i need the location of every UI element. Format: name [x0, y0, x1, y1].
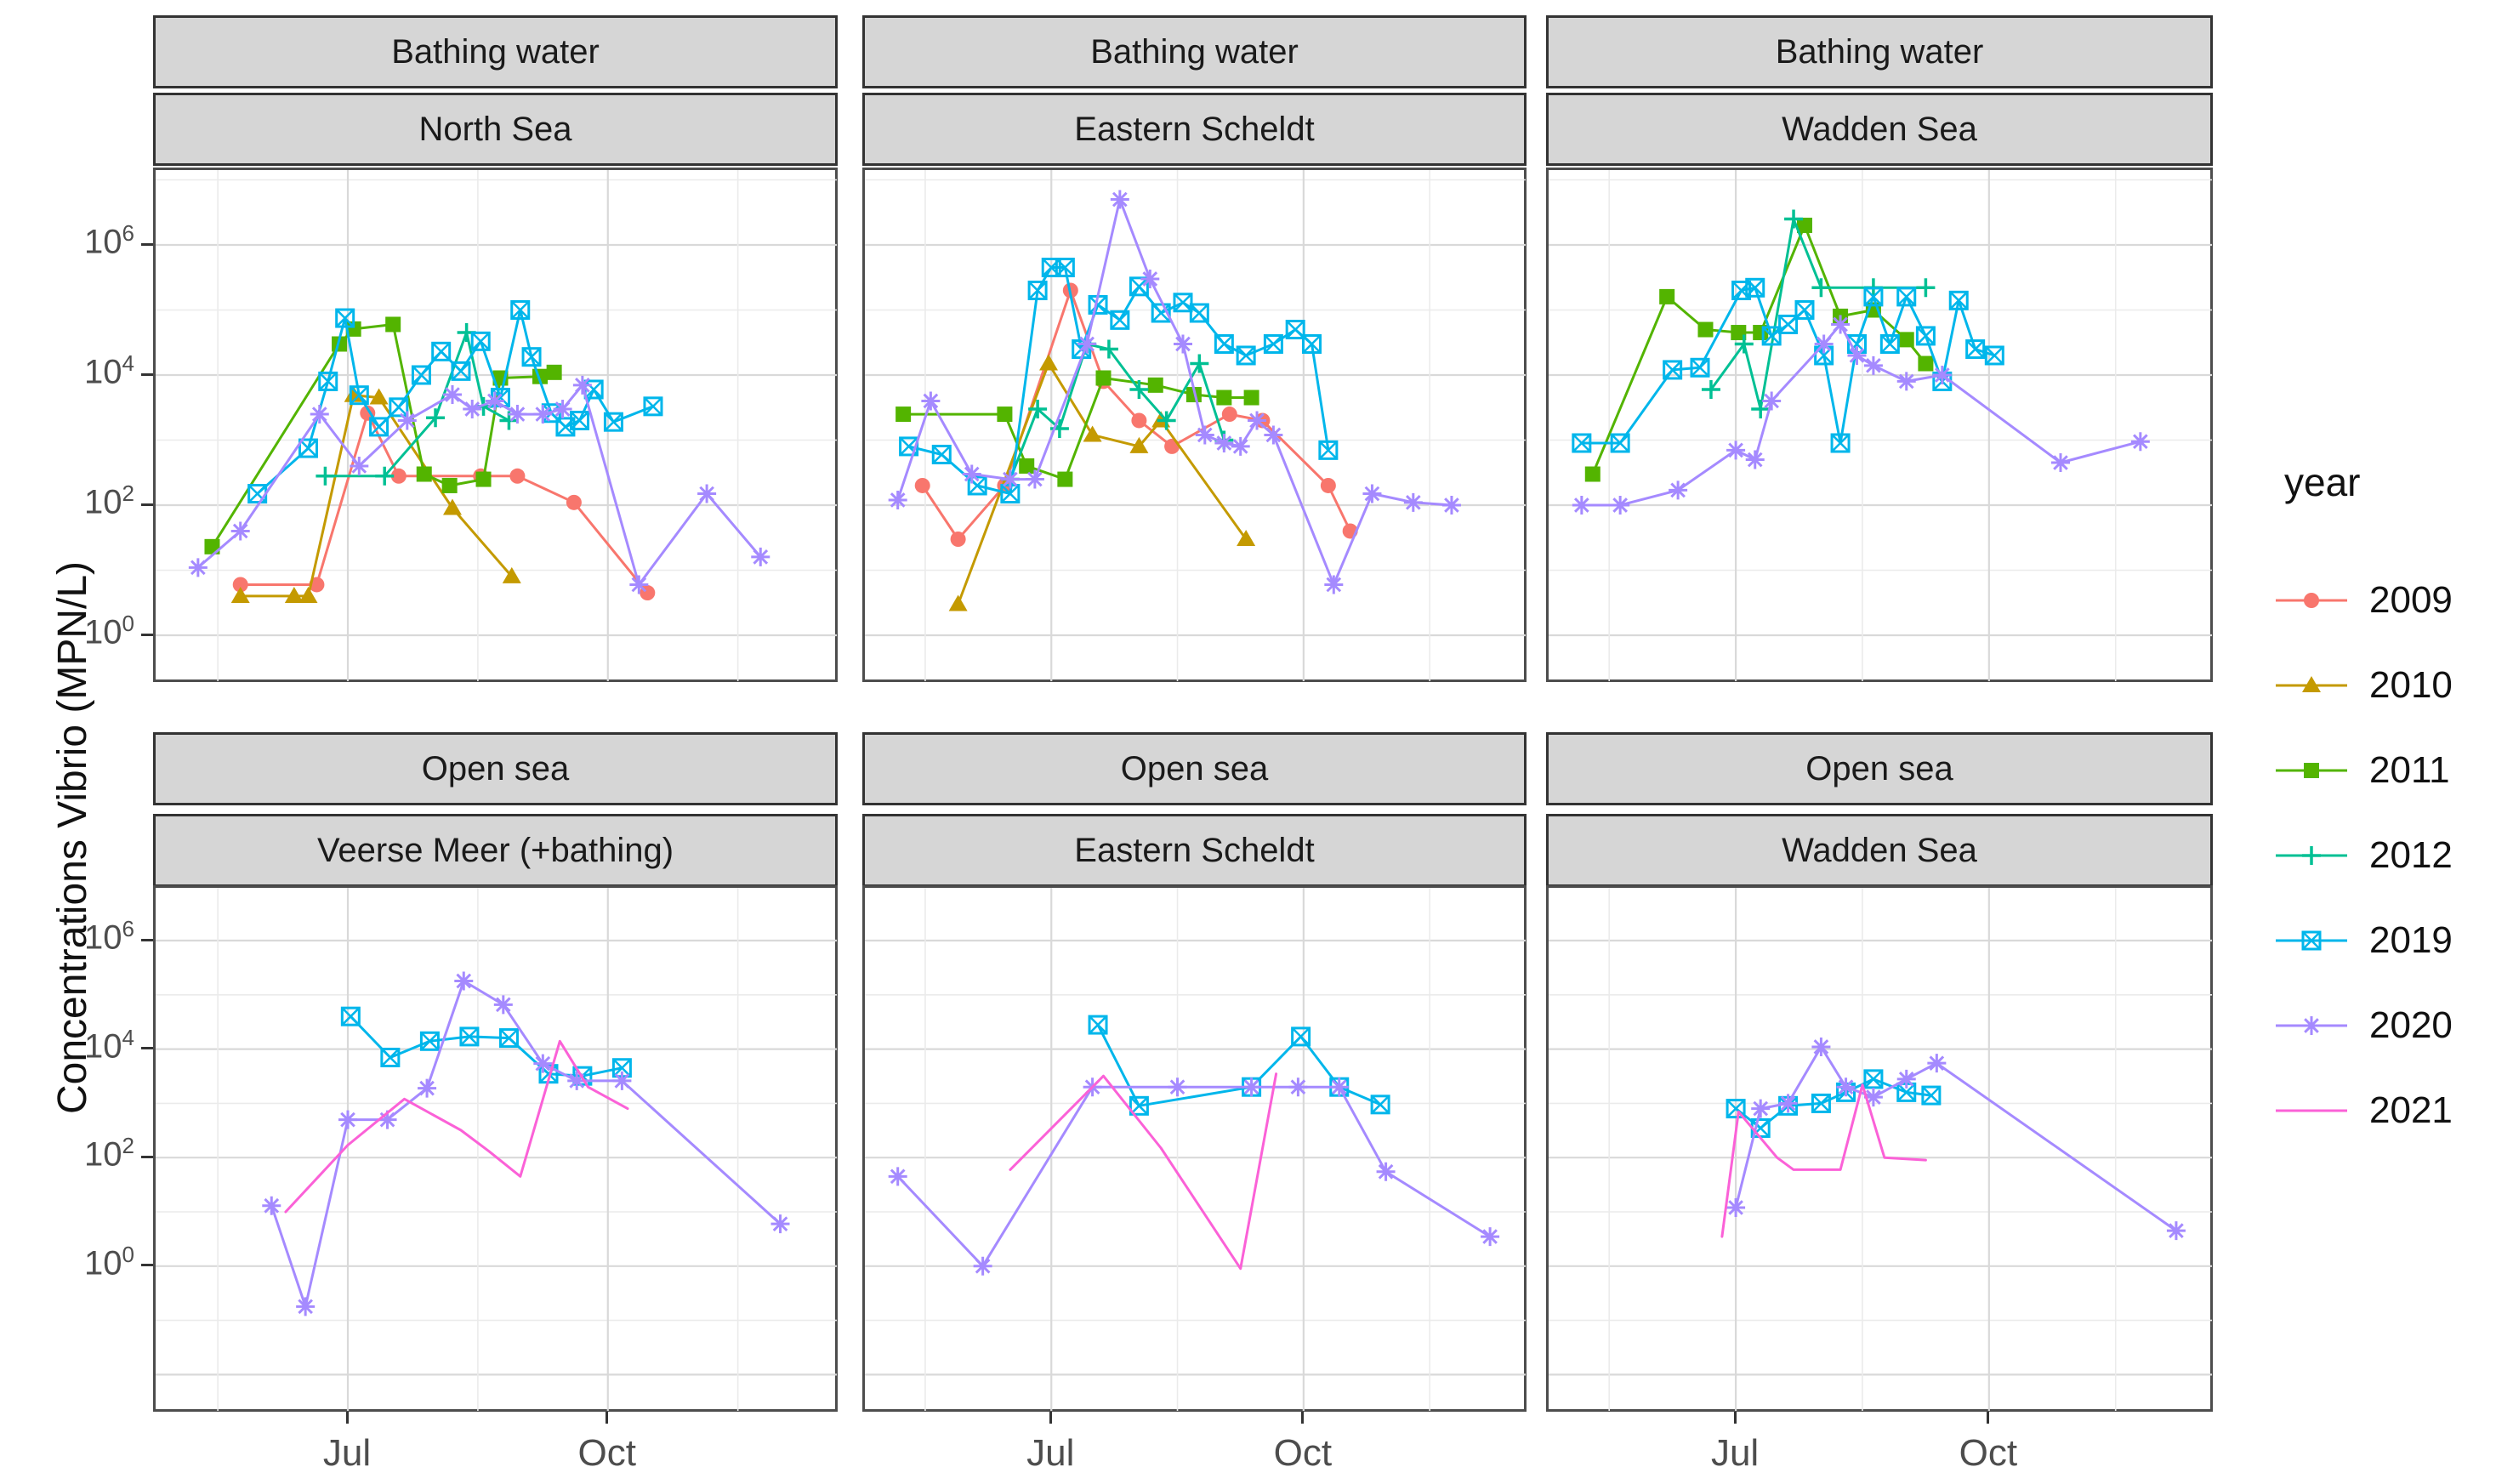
legend: year 2009 2010 2011 2012 2019 2020 2021 — [2272, 459, 2493, 1131]
y-axis-tick — [141, 1264, 153, 1267]
x-axis-tick-label: Jul — [322, 1432, 372, 1474]
facet-panel-bathing-eastern-scheldt — [862, 168, 1527, 682]
facet-panel-bathing-north-sea — [153, 168, 838, 682]
y-axis-tick-label: 104 — [84, 1024, 134, 1065]
legend-title: year — [2284, 460, 2361, 504]
y-axis-tick-label: 106 — [84, 916, 134, 957]
facet-panel-open-eastern-scheldt — [862, 885, 1527, 1412]
strip-location-5: Wadden Sea — [1546, 814, 2213, 887]
strip-water-0: Bathing water — [153, 15, 838, 88]
strip-location-2: Wadden Sea — [1546, 93, 2213, 166]
legend-key-2010 — [2272, 660, 2351, 711]
panel-plot — [1549, 170, 2212, 681]
y-axis-tick-label: 102 — [84, 1133, 134, 1174]
y-axis-tick-label: 102 — [84, 480, 134, 521]
strip-water-1: Bathing water — [862, 15, 1527, 88]
y-axis-tick — [141, 633, 153, 636]
x-axis-tick — [1301, 1412, 1305, 1424]
panel-plot — [156, 170, 837, 681]
x-axis-tick — [1733, 1412, 1737, 1424]
facet-panel-open-veerse-meer — [153, 885, 838, 1412]
legend-key-2020 — [2272, 1000, 2351, 1051]
legend-key-2019 — [2272, 915, 2351, 966]
x-axis-tick-label: Oct — [1273, 1432, 1333, 1474]
strip-location-0: North Sea — [153, 93, 838, 166]
y-axis-tick — [141, 1155, 153, 1158]
y-axis-tick — [141, 242, 153, 246]
legend-key-2012 — [2272, 830, 2351, 881]
strip-location-4: Eastern Scheldt — [862, 814, 1527, 887]
y-axis-tick-label: 100 — [84, 611, 134, 651]
strip-location-3: Veerse Meer (+bathing) — [153, 814, 838, 887]
x-axis-tick — [1049, 1412, 1052, 1424]
legend-entry-2020: 2020 — [2272, 1000, 2453, 1051]
strip-water-2: Bathing water — [1546, 15, 2213, 88]
legend-key-2009 — [2272, 575, 2351, 626]
x-axis-tick-label: Oct — [1959, 1432, 2018, 1474]
x-axis-tick-label: Oct — [577, 1432, 637, 1474]
panel-plot — [865, 170, 1526, 681]
legend-entry-2019: 2019 — [2272, 915, 2453, 966]
y-axis-tick — [141, 503, 153, 506]
legend-entry-2011: 2011 — [2272, 745, 2450, 796]
x-axis-tick-label: Jul — [1026, 1432, 1075, 1474]
legend-entry-2010: 2010 — [2272, 660, 2453, 711]
y-axis-tick — [141, 372, 153, 376]
legend-key-2011 — [2272, 745, 2351, 796]
strip-location-1: Eastern Scheldt — [862, 93, 1527, 166]
facet-panel-open-wadden-sea — [1546, 885, 2213, 1412]
panel-plot — [1549, 888, 2212, 1411]
y-axis-tick-label: 106 — [84, 220, 134, 261]
facet-panel-bathing-wadden-sea — [1546, 168, 2213, 682]
strip-water-3: Open sea — [153, 732, 838, 805]
x-axis-tick-label: Jul — [1710, 1432, 1760, 1474]
y-axis-tick-label: 104 — [84, 350, 134, 391]
x-axis-tick — [345, 1412, 349, 1424]
panel-plot — [865, 888, 1526, 1411]
legend-entry-2021: 2021 — [2272, 1085, 2453, 1136]
y-axis-tick-label: 100 — [84, 1241, 134, 1282]
y-axis-tick — [141, 1047, 153, 1050]
y-axis-tick — [141, 938, 153, 941]
legend-entry-2009: 2009 — [2272, 575, 2453, 626]
panel-plot — [156, 888, 837, 1411]
legend-key-2021 — [2272, 1085, 2351, 1136]
legend-entry-2012: 2012 — [2272, 830, 2453, 881]
strip-water-4: Open sea — [862, 732, 1527, 805]
strip-water-5: Open sea — [1546, 732, 2213, 805]
x-axis-tick — [606, 1412, 609, 1424]
x-axis-tick — [1987, 1412, 1990, 1424]
